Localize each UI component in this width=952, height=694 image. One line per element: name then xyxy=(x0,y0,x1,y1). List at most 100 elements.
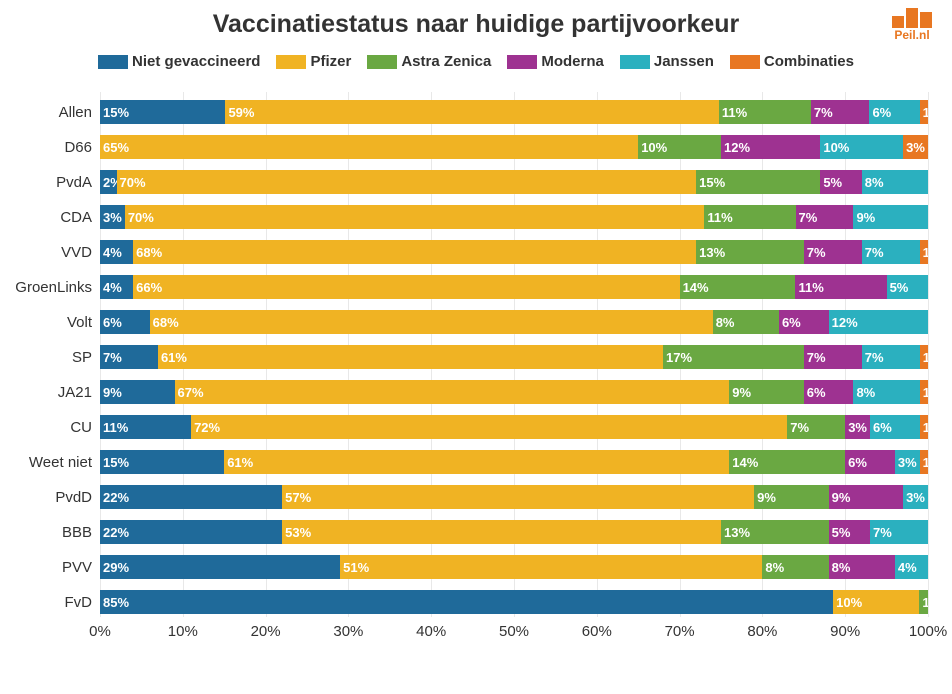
bar-segment: 1% xyxy=(920,240,928,264)
x-tick-label: 70% xyxy=(665,623,695,640)
bar-row: FvD85%10%1% xyxy=(100,590,928,614)
stacked-bar: 4%68%13%7%7%1% xyxy=(100,240,928,264)
x-axis: 0%10%20%30%40%50%60%70%80%90%100% xyxy=(100,617,928,647)
bar-segment: 10% xyxy=(820,135,903,159)
bar-row: PvdA2%70%15%5%8% xyxy=(100,170,928,194)
stacked-bar: 22%57%9%9%3% xyxy=(100,485,928,509)
bar-segment: 7% xyxy=(796,205,854,229)
bar-segment: 8% xyxy=(862,170,928,194)
bar-segment: 59% xyxy=(225,100,718,124)
bar-segment: 15% xyxy=(696,170,820,194)
bar-segment: 9% xyxy=(829,485,904,509)
legend-swatch xyxy=(730,55,760,69)
category-label: PvdA xyxy=(56,174,100,191)
bar-segment: 9% xyxy=(853,205,928,229)
bar-row: VVD4%68%13%7%7%1% xyxy=(100,240,928,264)
bar-segment: 1% xyxy=(920,345,928,369)
bar-segment: 17% xyxy=(663,345,804,369)
bar-segment: 61% xyxy=(158,345,663,369)
bar-segment: 13% xyxy=(696,240,804,264)
bar-segment: 2% xyxy=(100,170,117,194)
legend-item: Combinaties xyxy=(730,53,854,70)
bar-segment: 29% xyxy=(100,555,340,579)
stacked-bar: 22%53%13%5%7% xyxy=(100,520,928,544)
legend-item: Astra Zenica xyxy=(367,53,491,70)
bar-segment: 4% xyxy=(895,555,928,579)
bar-segment: 22% xyxy=(100,520,282,544)
bar-segment: 15% xyxy=(100,450,224,474)
bar-segment: 7% xyxy=(787,415,845,439)
category-label: CDA xyxy=(60,209,100,226)
bar-segment: 10% xyxy=(638,135,721,159)
bar-segment: 70% xyxy=(125,205,705,229)
bar-segment: 5% xyxy=(820,170,861,194)
bar-row: BBB22%53%13%5%7% xyxy=(100,520,928,544)
x-tick-label: 20% xyxy=(251,623,281,640)
bar-segment: 7% xyxy=(804,345,862,369)
bar-segment: 12% xyxy=(829,310,928,334)
stacked-bar: 15%59%11%7%6%1% xyxy=(100,100,928,124)
chart-body: Allen15%59%11%7%6%1% D6665%10%12%10%3% Pvd… xyxy=(100,92,928,652)
x-tick-label: 60% xyxy=(582,623,612,640)
bar-segment: 8% xyxy=(713,310,779,334)
bar-segment: 6% xyxy=(804,380,854,404)
legend-swatch xyxy=(276,55,306,69)
gridline xyxy=(928,92,929,617)
chart-title: Vaccinatiestatus naar huidige partijvoor… xyxy=(0,0,952,39)
x-tick-label: 30% xyxy=(333,623,363,640)
bar-row: Allen15%59%11%7%6%1% xyxy=(100,100,928,124)
bar-segment: 53% xyxy=(282,520,721,544)
category-label: D66 xyxy=(64,139,100,156)
bar-segment: 6% xyxy=(100,310,150,334)
stacked-bar: 15%61%14%6%3%1% xyxy=(100,450,928,474)
x-tick-label: 80% xyxy=(747,623,777,640)
bar-segment: 1% xyxy=(920,450,928,474)
logo-text: Peil.nl xyxy=(892,28,932,42)
bar-segment: 11% xyxy=(100,415,191,439)
bar-row: GroenLinks4%66%14%11%5% xyxy=(100,275,928,299)
bar-segment: 1% xyxy=(920,380,928,404)
bar-segment: 15% xyxy=(100,100,225,124)
bar-segment: 1% xyxy=(920,415,928,439)
category-label: Weet niet xyxy=(29,454,100,471)
bar-segment: 3% xyxy=(903,135,928,159)
bar-segment: 4% xyxy=(100,275,133,299)
stacked-bar: 9%67%9%6%8%1% xyxy=(100,380,928,404)
legend-label: Pfizer xyxy=(310,53,351,70)
bar-segment: 8% xyxy=(853,380,919,404)
stacked-bar: 85%10%1% xyxy=(100,590,928,614)
category-label: PvdD xyxy=(55,489,100,506)
bar-segment: 7% xyxy=(870,520,928,544)
bar-segment: 9% xyxy=(754,485,829,509)
legend-label: Niet gevaccineerd xyxy=(132,53,260,70)
logo-bars-icon xyxy=(892,8,932,28)
bar-segment: 5% xyxy=(829,520,870,544)
category-label: JA21 xyxy=(58,384,100,401)
category-label: Volt xyxy=(67,314,100,331)
category-label: VVD xyxy=(61,244,100,261)
bar-segment: 7% xyxy=(804,240,862,264)
bar-segment: 57% xyxy=(282,485,754,509)
bar-segment: 10% xyxy=(833,590,919,614)
bar-segment: 3% xyxy=(100,205,125,229)
category-label: FvD xyxy=(65,594,101,611)
bar-row: D6665%10%12%10%3% xyxy=(100,135,928,159)
bar-segment: 72% xyxy=(191,415,787,439)
stacked-bar: 3%70%11%7%9% xyxy=(100,205,928,229)
legend-item: Pfizer xyxy=(276,53,351,70)
bar-row: SP7%61%17%7%7%1% xyxy=(100,345,928,369)
legend-item: Janssen xyxy=(620,53,714,70)
bar-segment: 70% xyxy=(117,170,697,194)
bar-segment: 68% xyxy=(133,240,696,264)
bar-segment: 51% xyxy=(340,555,762,579)
legend-label: Combinaties xyxy=(764,53,854,70)
bar-segment: 85% xyxy=(100,590,833,614)
bar-row: Weet niet15%61%14%6%3%1% xyxy=(100,450,928,474)
bar-segment: 8% xyxy=(829,555,895,579)
stacked-bar: 4%66%14%11%5% xyxy=(100,275,928,299)
bar-segment: 3% xyxy=(845,415,870,439)
legend-label: Janssen xyxy=(654,53,714,70)
x-tick-label: 50% xyxy=(499,623,529,640)
bar-row: CDA3%70%11%7%9% xyxy=(100,205,928,229)
bar-segment: 14% xyxy=(680,275,796,299)
